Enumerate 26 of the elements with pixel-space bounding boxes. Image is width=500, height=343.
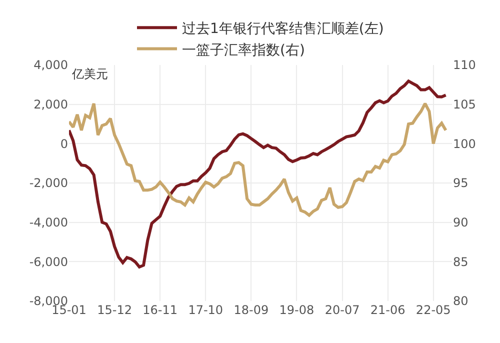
x-tick-label: 17-10: [188, 303, 224, 317]
x-tick-label: 18-09: [234, 303, 269, 317]
x-tick-label: 19-08: [279, 303, 314, 317]
y2-tick-label: 85: [453, 254, 468, 269]
x-tick-label: 21-06: [370, 303, 406, 317]
line-series: [69, 80, 448, 268]
y2-tick-label: 90: [453, 216, 468, 230]
y-axis-title: 亿美元: [71, 67, 108, 81]
y-tick-label: 4,000: [34, 58, 68, 72]
y2-tick-label: 105: [453, 98, 476, 112]
line-series: [69, 102, 448, 217]
legend-label: 一篮子汇率指数(右): [182, 42, 305, 58]
y-tick-label: 2,000: [34, 98, 68, 112]
y2-tick-label: 110: [453, 58, 476, 72]
x-tick-label: 15-12: [97, 303, 132, 317]
legend-label: 过去1年银行代客结售汇顺差(左): [182, 21, 384, 38]
y2-tick-label: 80: [453, 294, 468, 308]
y2-tick-label: 100: [453, 136, 476, 151]
y2-tick-label: 95: [453, 176, 468, 190]
y-tick-label: 0: [60, 136, 68, 151]
x-tick-label: 20-07: [324, 303, 360, 317]
y-tick-label: -4,000: [29, 216, 68, 230]
y-tick-label: -6,000: [29, 254, 68, 269]
y-tick-label: -2,000: [29, 176, 68, 190]
x-tick-label: 22-05: [416, 303, 451, 317]
x-tick-label: 16-11: [142, 303, 178, 317]
